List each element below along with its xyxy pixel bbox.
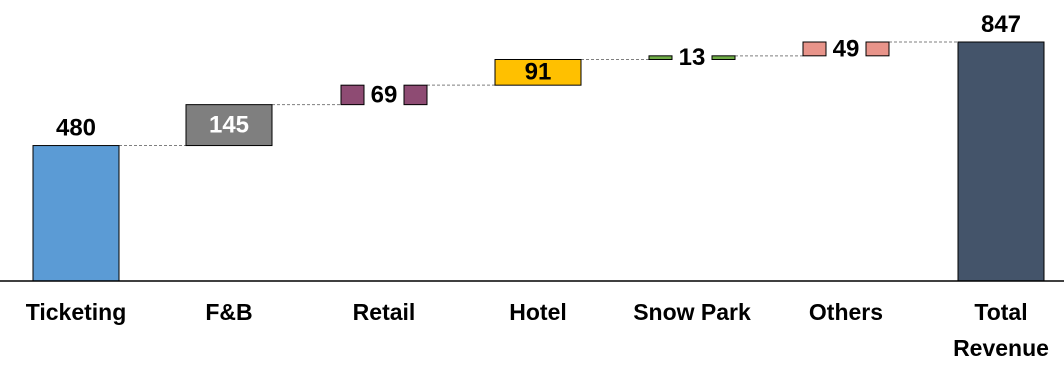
bar-right-part (403, 84, 428, 106)
bar (32, 145, 120, 282)
category-label: F&B (205, 299, 252, 325)
category-label: Snow Park (633, 299, 751, 325)
data-label: 91 (525, 59, 552, 86)
bar (494, 58, 582, 86)
category-label: Ticketing (26, 299, 127, 325)
data-label: 145 (209, 111, 249, 138)
bar-right-part (865, 41, 890, 57)
bar-left-part (802, 41, 827, 57)
category-label: Retail (353, 299, 416, 325)
bar (185, 104, 273, 147)
category-label: Total (974, 299, 1027, 325)
category-label: Revenue (953, 335, 1049, 361)
bar-left-part (340, 84, 365, 106)
data-label: 847 (981, 11, 1021, 38)
data-label: 480 (56, 115, 96, 142)
bar-right-part (711, 55, 736, 60)
data-label: 13 (679, 44, 706, 71)
data-label: 49 (833, 35, 860, 62)
category-label: Hotel (509, 299, 567, 325)
bar (957, 41, 1045, 282)
data-label: 69 (371, 81, 398, 108)
category-label: Others (809, 299, 883, 325)
bar-left-part (648, 55, 673, 60)
